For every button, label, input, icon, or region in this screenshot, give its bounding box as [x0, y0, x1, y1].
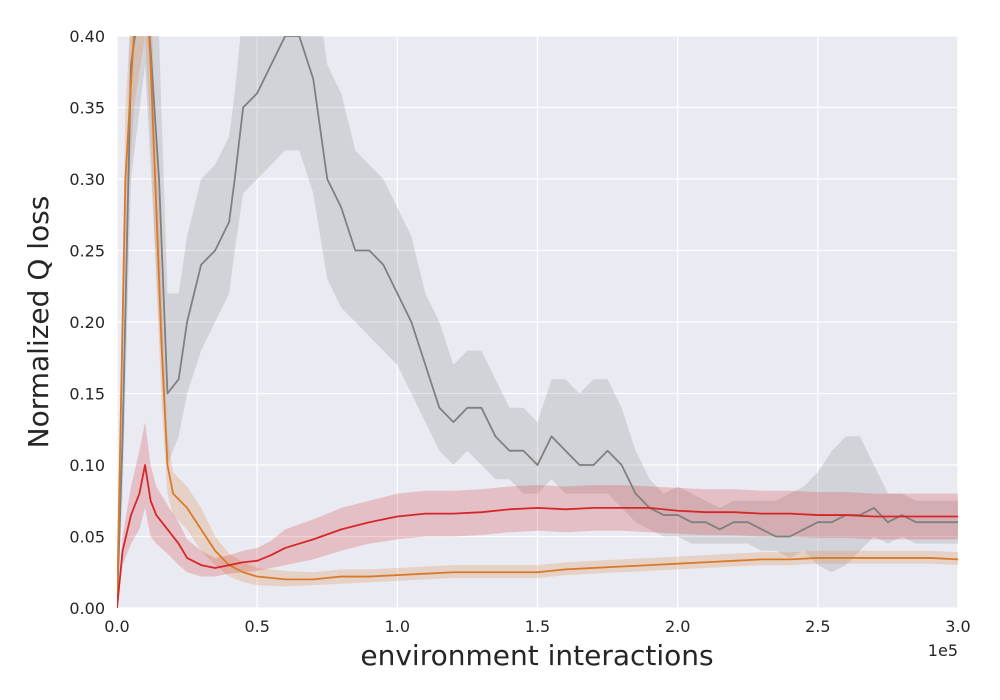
y-tick-label: 0.40: [69, 27, 105, 46]
x-axis-label: environment interactions: [360, 639, 713, 672]
y-tick-labels: 0.00 0.05 0.10 0.15 0.20 0.25 0.30 0.35 0.40: [69, 27, 105, 618]
series-1-line: [117, 36, 958, 608]
series-2-band: [117, 422, 958, 608]
y-tick-label: 0.30: [69, 170, 105, 189]
y-tick-label: 0.25: [69, 242, 105, 261]
x-tick-label: 1.0: [385, 617, 410, 636]
x-tick-labels: 0.0 0.5 1.0 1.5 2.0 2.5 3.0: [104, 617, 970, 636]
x-tick-label: 1.5: [525, 617, 550, 636]
x-tick-label: 2.5: [805, 617, 830, 636]
x-tick-label: 0.5: [244, 617, 269, 636]
series-lines: [117, 36, 958, 608]
series-0-line: [117, 36, 958, 608]
y-axis-label: Normalized Q loss: [22, 196, 55, 449]
y-tick-label: 0.15: [69, 385, 105, 404]
y-tick-label: 0.10: [69, 456, 105, 475]
y-tick-label: 0.05: [69, 528, 105, 547]
y-tick-label: 0.00: [69, 599, 105, 618]
y-tick-label: 0.20: [69, 313, 105, 332]
series-2-line: [117, 464, 958, 608]
x-axis-offset-label: 1e5: [928, 641, 958, 660]
series-1-band: [117, 36, 958, 608]
x-tick-label: 3.0: [945, 617, 970, 636]
y-tick-label: 0.35: [69, 99, 105, 118]
x-tick-label: 0.0: [104, 617, 129, 636]
x-tick-label: 2.0: [665, 617, 690, 636]
